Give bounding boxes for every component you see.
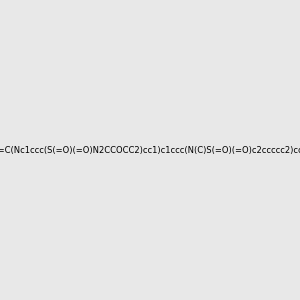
- Text: O=C(Nc1ccc(S(=O)(=O)N2CCOCC2)cc1)c1ccc(N(C)S(=O)(=O)c2ccccc2)cc1: O=C(Nc1ccc(S(=O)(=O)N2CCOCC2)cc1)c1ccc(N…: [0, 146, 300, 154]
